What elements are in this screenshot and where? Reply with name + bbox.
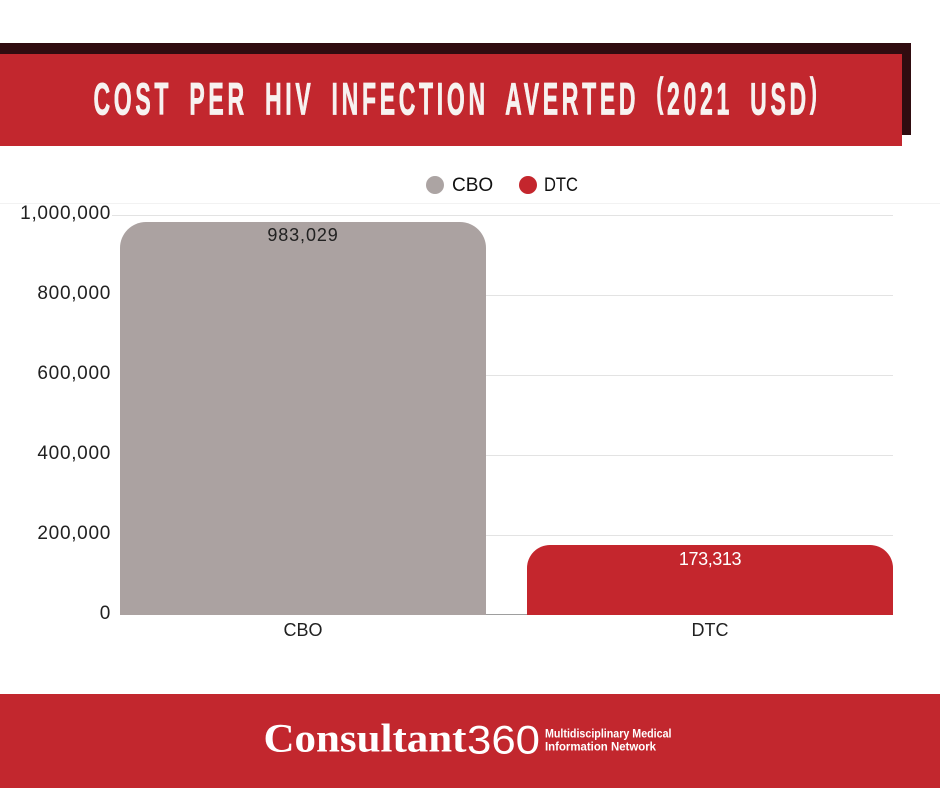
svg-text:Multidisciplinary Medical: Multidisciplinary Medical: [545, 726, 672, 740]
svg-text:360: 360: [467, 719, 540, 763]
svg-text:Information Network: Information Network: [545, 739, 656, 753]
svg-text:COST PER HIV INFECTION AVERTED: COST PER HIV INFECTION AVERTED (2021 USD…: [94, 69, 821, 125]
svg-text:Consultant: Consultant: [264, 715, 468, 760]
